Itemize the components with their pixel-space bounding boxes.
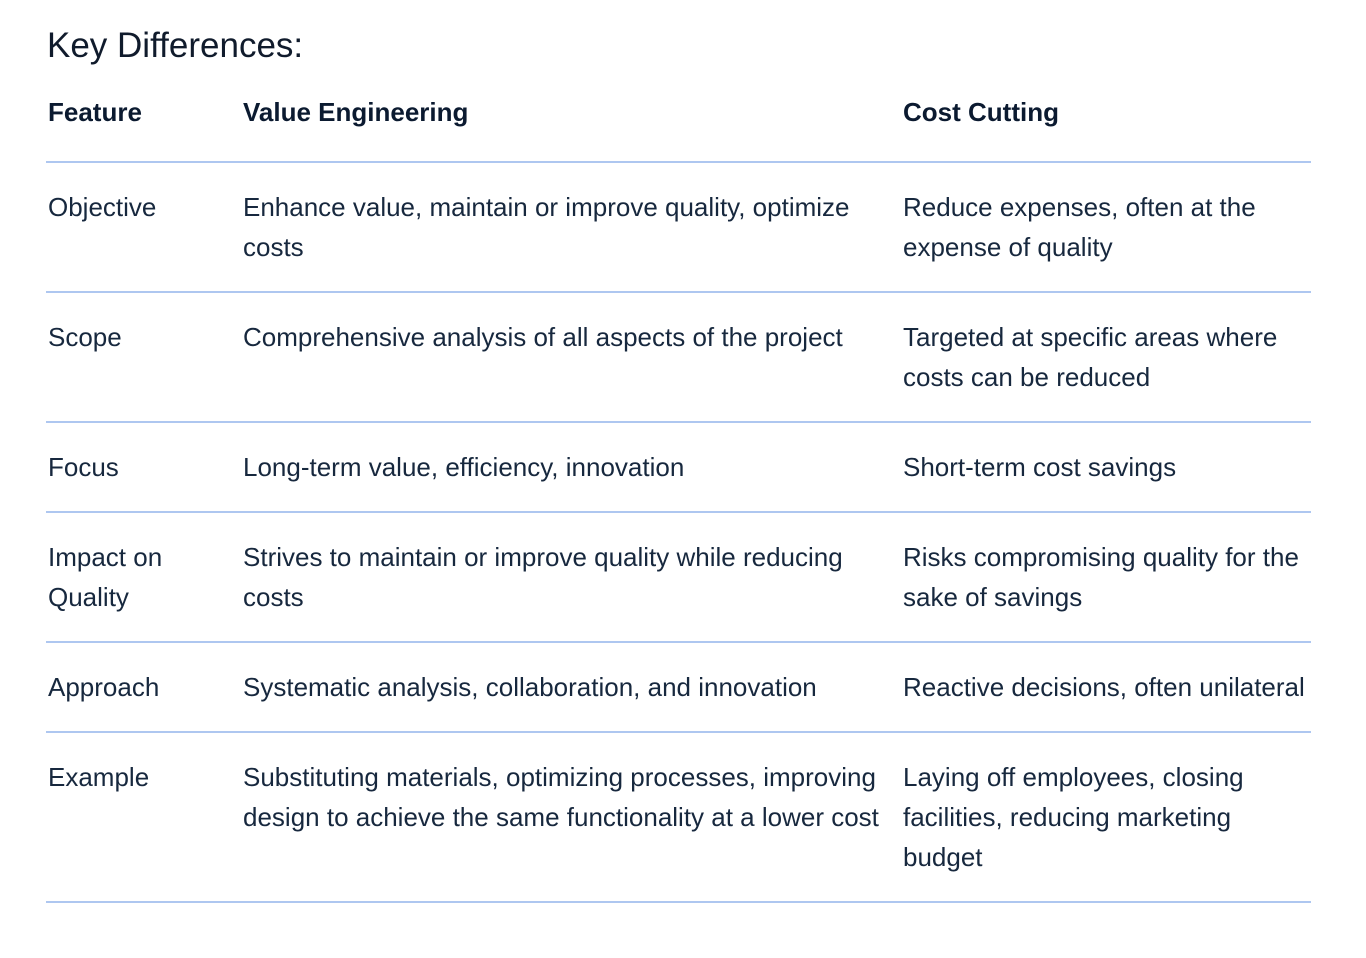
value-engineering-cell: Comprehensive analysis of all aspects of… <box>241 292 901 423</box>
header-feature: Feature <box>46 87 241 163</box>
feature-cell: Impact on Quality <box>46 512 241 643</box>
value-engineering-cell: Long-term value, efficiency, innovation <box>241 422 901 513</box>
feature-cell: Approach <box>46 642 241 733</box>
cost-cutting-cell: Risks compromising quality for the sake … <box>901 512 1311 643</box>
table-row: Impact on Quality Strives to maintain or… <box>46 512 1311 643</box>
value-engineering-cell: Enhance value, maintain or improve quali… <box>241 162 901 293</box>
table-row: Scope Comprehensive analysis of all aspe… <box>46 292 1311 423</box>
value-engineering-cell: Systematic analysis, collaboration, and … <box>241 642 901 733</box>
feature-cell: Scope <box>46 292 241 423</box>
feature-cell: Example <box>46 732 241 903</box>
cost-cutting-cell: Short-term cost savings <box>901 422 1311 513</box>
cost-cutting-cell: Laying off employees, closing facilities… <box>901 732 1311 903</box>
value-engineering-cell: Substituting materials, optimizing proce… <box>241 732 901 903</box>
value-engineering-cell: Strives to maintain or improve quality w… <box>241 512 901 643</box>
feature-cell: Focus <box>46 422 241 513</box>
table-row: Example Substituting materials, optimizi… <box>46 732 1311 903</box>
cost-cutting-cell: Targeted at specific areas where costs c… <box>901 292 1311 423</box>
section-heading: Key Differences: <box>47 26 304 65</box>
header-value-engineering: Value Engineering <box>241 87 901 163</box>
table-row: Objective Enhance value, maintain or imp… <box>46 162 1311 293</box>
comparison-table: Feature Value Engineering Cost Cutting O… <box>46 87 1311 903</box>
table-header-row: Feature Value Engineering Cost Cutting <box>46 87 1311 163</box>
cost-cutting-cell: Reactive decisions, often unilateral <box>901 642 1311 733</box>
table-row: Approach Systematic analysis, collaborat… <box>46 642 1311 733</box>
header-cost-cutting: Cost Cutting <box>901 87 1311 163</box>
feature-cell: Objective <box>46 162 241 293</box>
cost-cutting-cell: Reduce expenses, often at the expense of… <box>901 162 1311 293</box>
table-row: Focus Long-term value, efficiency, innov… <box>46 422 1311 513</box>
